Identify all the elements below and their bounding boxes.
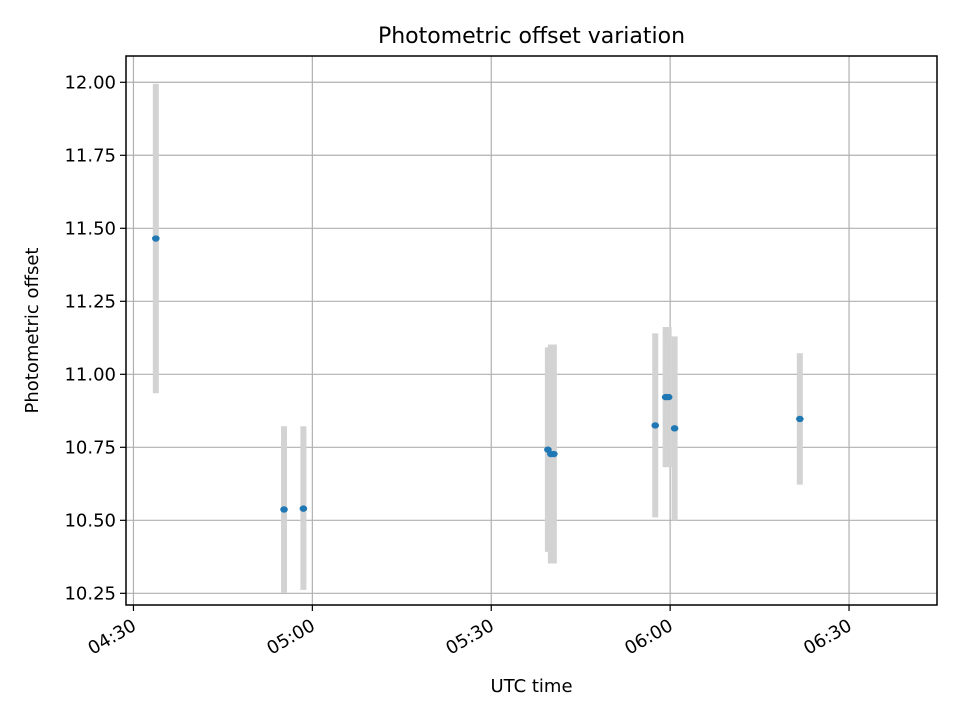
data-points	[152, 235, 804, 513]
data-point	[664, 393, 673, 401]
chart-title: Photometric offset variation	[378, 24, 685, 49]
y-axis-label: Photometric offset	[22, 248, 43, 414]
data-point	[550, 450, 558, 458]
data-point	[670, 425, 679, 432]
y-tick-label: 10.25	[64, 583, 116, 604]
y-tick-label: 11.50	[64, 218, 116, 239]
y-tick-label: 11.00	[64, 364, 116, 385]
data-point	[152, 235, 160, 242]
data-point	[280, 506, 288, 513]
data-point	[651, 422, 660, 429]
data-point	[299, 505, 308, 512]
y-tick-label: 12.00	[64, 72, 116, 93]
y-axis-ticks: 10.25 10.50 10.75 11.00 11.25 11.50 11.75 12.00	[64, 72, 126, 604]
y-tick-label: 10.50	[64, 510, 116, 531]
y-tick-label: 10.75	[64, 437, 116, 458]
plot-area-frame	[125, 55, 938, 606]
data-point	[796, 415, 804, 423]
x-axis-label: UTC time	[490, 676, 572, 697]
y-tick-label: 11.25	[64, 291, 116, 312]
grid	[126, 56, 937, 605]
y-tick-label: 11.75	[64, 145, 116, 166]
